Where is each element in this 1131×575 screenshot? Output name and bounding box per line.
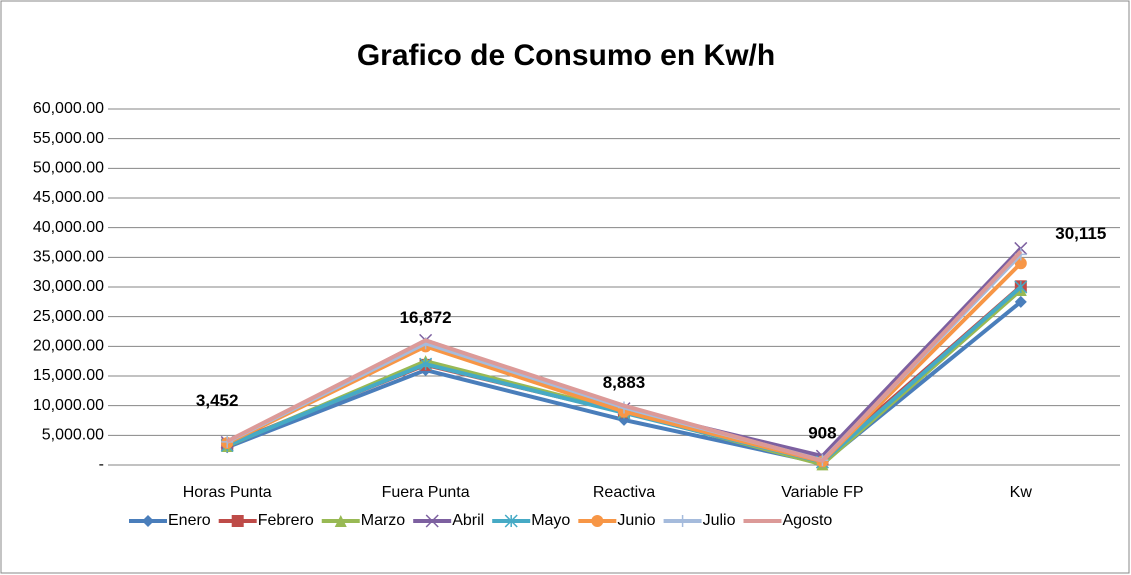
y-tick-label: 40,000.00 xyxy=(33,219,104,236)
legend-label: Julio xyxy=(703,512,736,529)
y-tick-label: 25,000.00 xyxy=(33,308,104,325)
legend-label: Febrero xyxy=(258,512,314,529)
series-line xyxy=(226,250,1023,463)
legend-label: Mayo xyxy=(531,512,570,529)
data-label: 30,115 xyxy=(1055,224,1106,243)
marker xyxy=(221,435,234,448)
x-tick-label: Horas Punta xyxy=(183,484,272,501)
legend-item: Febrero xyxy=(218,512,314,529)
y-tick-label: 5,000.00 xyxy=(42,427,104,444)
x-tick-label: Reactiva xyxy=(593,484,655,501)
legend-item: Abril xyxy=(413,512,484,529)
y-tick-label: 45,000.00 xyxy=(33,189,104,206)
x-tick-label: Fuera Punta xyxy=(382,484,470,501)
legend-item: Julio xyxy=(663,512,736,529)
marker xyxy=(231,515,244,527)
marker xyxy=(504,514,518,528)
legend-item: Enero xyxy=(129,512,211,529)
legend-label: Abril xyxy=(452,512,484,529)
legend-item: Junio xyxy=(578,512,656,529)
x-tick-label: Kw xyxy=(1010,484,1033,501)
legend-item: Marzo xyxy=(321,512,406,529)
marker xyxy=(142,515,154,527)
marker xyxy=(676,515,689,527)
data-label: 16,872 xyxy=(400,308,452,327)
legend-item: Mayo xyxy=(492,512,570,529)
data-label: 3,452 xyxy=(196,391,239,410)
y-tick-label: 35,000.00 xyxy=(33,249,104,266)
legend-label: Agosto xyxy=(782,512,832,529)
marker xyxy=(425,514,439,528)
x-tick-label: Variable FP xyxy=(781,484,863,501)
marker xyxy=(334,515,347,527)
legend-label: Junio xyxy=(617,512,655,529)
chart-title: Grafico de Consumo en Kw/h xyxy=(357,39,775,72)
marker xyxy=(1014,280,1028,294)
data-label: 8,883 xyxy=(603,373,646,392)
marker xyxy=(419,357,433,371)
marker xyxy=(591,515,604,527)
y-tick-label: 50,000.00 xyxy=(33,160,104,177)
legend-label: Enero xyxy=(168,512,211,529)
legend-label: Marzo xyxy=(361,512,406,529)
y-tick-label: 60,000.00 xyxy=(33,100,104,117)
y-tick-label: 10,000.00 xyxy=(33,397,104,414)
y-tick-label: 30,000.00 xyxy=(33,278,104,295)
y-tick-label: 15,000.00 xyxy=(33,367,104,384)
y-tick-label: 20,000.00 xyxy=(33,338,104,355)
y-tick-label: 55,000.00 xyxy=(33,130,104,147)
y-tick-label: - xyxy=(99,456,104,473)
data-label: 908 xyxy=(808,424,836,443)
legend-item: Agosto xyxy=(743,512,832,529)
marker xyxy=(1014,295,1027,308)
